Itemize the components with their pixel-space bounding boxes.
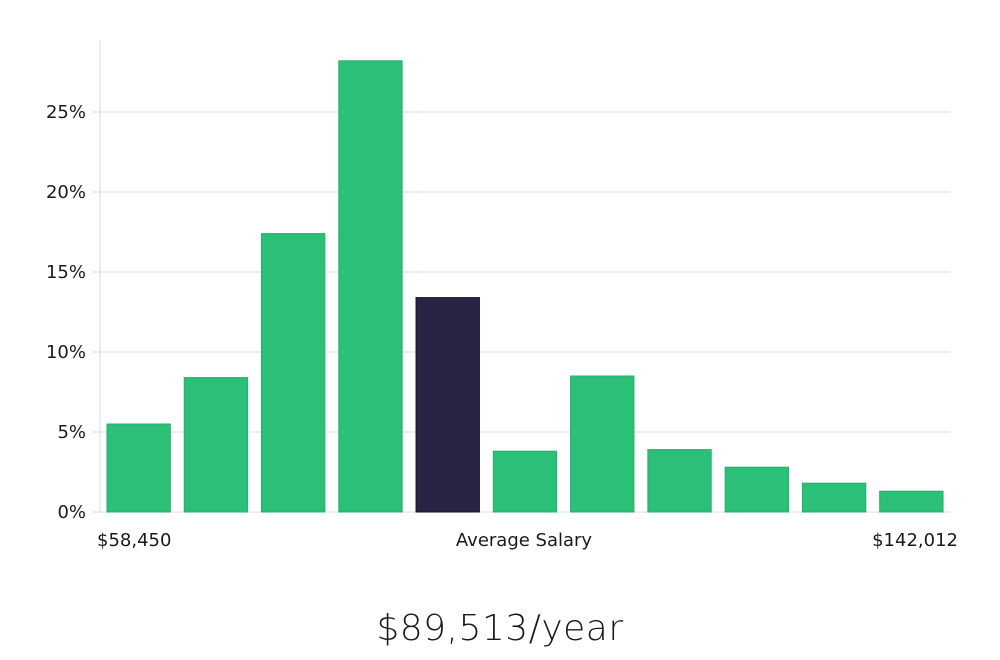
histogram-bar: [879, 490, 944, 513]
average-salary-headline: $89,513/year: [376, 608, 624, 649]
y-tick-label: 0%: [57, 502, 86, 523]
x-min-label: $58,450: [97, 530, 171, 551]
histogram-bar: [724, 466, 789, 513]
y-tick-label: 20%: [46, 182, 86, 203]
histogram-bar: [183, 377, 249, 513]
salary-histogram: 0%5%10%15%20%25% $58,450 Average Salary …: [46, 40, 958, 551]
x-max-label: $142,012: [872, 530, 958, 551]
bars: [106, 60, 944, 513]
y-axis-ticks: 0% 5% 10% 15% 20% 25%: [46, 102, 100, 523]
histogram-bar: [570, 375, 635, 513]
histogram-bar: [801, 482, 867, 513]
histogram-bar: [647, 449, 712, 513]
y-tick-label: 25%: [46, 102, 86, 123]
histogram-bar: [261, 233, 326, 513]
histogram-bar: [338, 60, 403, 513]
y-tick-label: 15%: [46, 262, 86, 283]
y-tick-label: 5%: [57, 422, 86, 443]
x-axis-label: Average Salary: [456, 530, 593, 551]
histogram-bar: [492, 450, 558, 513]
y-tick-label: 10%: [46, 342, 86, 363]
histogram-bar-highlighted: [415, 297, 480, 513]
histogram-bar: [106, 423, 171, 513]
